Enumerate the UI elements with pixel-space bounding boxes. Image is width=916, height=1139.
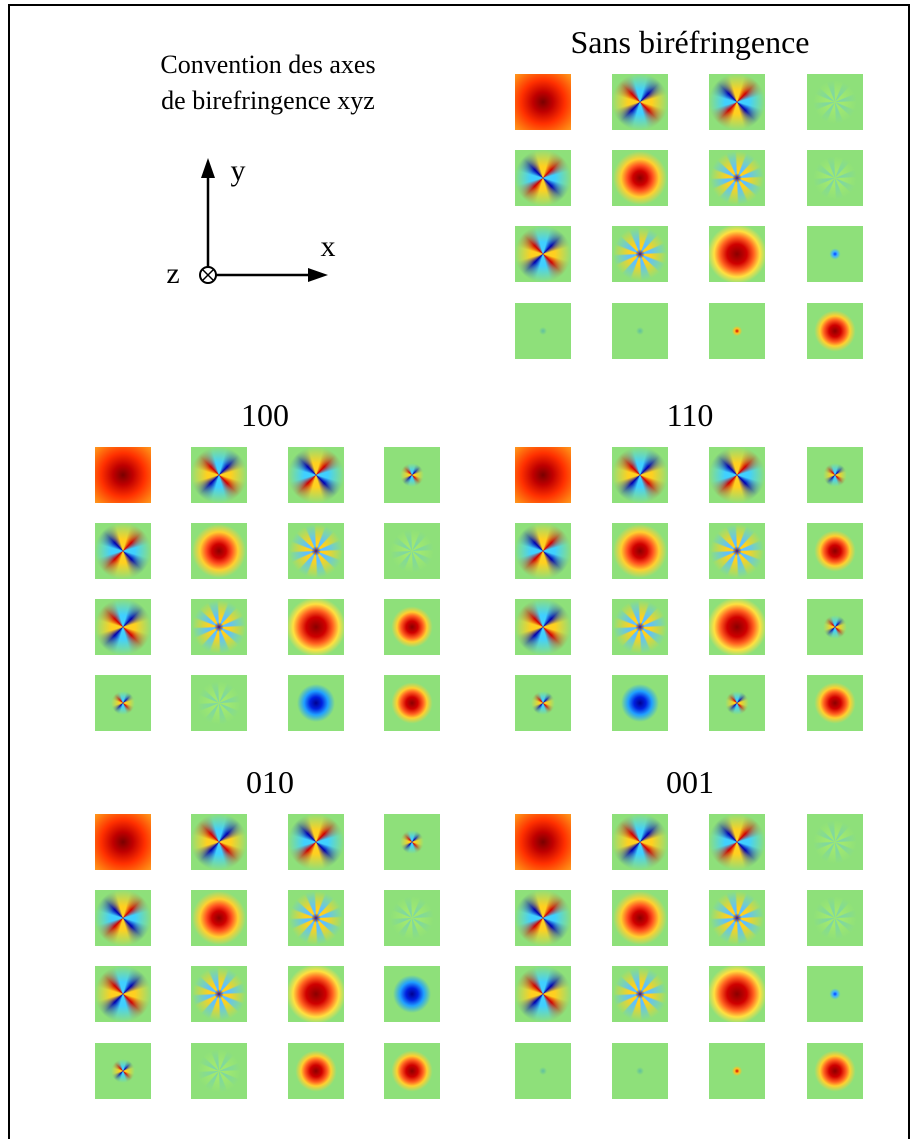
pattern-tile: [612, 74, 668, 130]
pattern-tile: [807, 814, 863, 870]
pattern-tile: [95, 890, 151, 946]
pattern-tile: [709, 966, 765, 1022]
axis-label: x: [321, 230, 336, 263]
arrow-head: [308, 268, 328, 282]
pattern-tile: [384, 675, 440, 731]
pattern-tile: [384, 1043, 440, 1099]
pattern-tile: [515, 599, 571, 655]
pattern-tile: [807, 74, 863, 130]
pattern-tile: [709, 150, 765, 206]
pattern-tile: [709, 74, 765, 130]
pattern-tile: [709, 890, 765, 946]
pattern-tile: [288, 523, 344, 579]
pattern-tile: [807, 303, 863, 359]
pattern-tile: [709, 303, 765, 359]
pattern-tile: [384, 966, 440, 1022]
pattern-tile: [515, 890, 571, 946]
axis-diagram: y x z: [166, 154, 336, 290]
pattern-tile: [709, 1043, 765, 1099]
pattern-tile: [191, 675, 247, 731]
pattern-tile: [612, 303, 668, 359]
panel-title: 100: [241, 397, 289, 433]
pattern-tile: [709, 675, 765, 731]
pattern-tile: [515, 966, 571, 1022]
pattern-tile: [612, 599, 668, 655]
pattern-tile: [612, 447, 668, 503]
pattern-tile: [288, 675, 344, 731]
pattern-tile: [807, 599, 863, 655]
pattern-tile: [807, 150, 863, 206]
legend-line: de birefringence xyz: [161, 86, 375, 115]
pattern-tile: [709, 226, 765, 282]
pattern-tile: [191, 599, 247, 655]
pattern-tile: [515, 447, 571, 503]
frame: [8, 4, 910, 1139]
pattern-tile: [807, 966, 863, 1022]
panel-title: 001: [666, 764, 714, 800]
pattern-tile: [191, 814, 247, 870]
pattern-tile: [515, 814, 571, 870]
pattern-tile: [709, 447, 765, 503]
pattern-tile: [95, 814, 151, 870]
pattern-tile: [288, 599, 344, 655]
axis-label: y: [231, 154, 246, 187]
panel-title: 010: [246, 764, 294, 800]
pattern-tile: [384, 599, 440, 655]
pattern-tile: [612, 150, 668, 206]
pattern-tile: [612, 966, 668, 1022]
pattern-tile: [95, 599, 151, 655]
pattern-tile: [288, 447, 344, 503]
pattern-tile: [612, 675, 668, 731]
pattern-tile: [807, 523, 863, 579]
axis-label: z: [166, 257, 179, 290]
pattern-tile: [288, 1043, 344, 1099]
pattern-tile: [191, 890, 247, 946]
pattern-tile: [515, 226, 571, 282]
pattern-tile: [95, 447, 151, 503]
pattern-tile: [709, 599, 765, 655]
pattern-tile: [515, 150, 571, 206]
pattern-tile: [95, 966, 151, 1022]
pattern-tile: [612, 523, 668, 579]
pattern-tile: [515, 675, 571, 731]
pattern-tile: [95, 1043, 151, 1099]
pattern-tile: [612, 890, 668, 946]
panel-title: 110: [666, 397, 714, 433]
pattern-tile: [95, 675, 151, 731]
pattern-tile: [807, 447, 863, 503]
pattern-tile: [288, 966, 344, 1022]
pattern-tile: [384, 890, 440, 946]
pattern-tile: [288, 814, 344, 870]
arrow-head: [201, 158, 215, 178]
pattern-tile: [807, 226, 863, 282]
pattern-tile: [95, 523, 151, 579]
pattern-tile: [612, 814, 668, 870]
z-cross: [201, 268, 215, 282]
pattern-tile: [709, 523, 765, 579]
pattern-tile: [515, 303, 571, 359]
pattern-tile: [191, 523, 247, 579]
pattern-tile: [612, 226, 668, 282]
pattern-tile: [709, 814, 765, 870]
pattern-tile: [191, 966, 247, 1022]
pattern-tile: [612, 1043, 668, 1099]
pattern-tile: [191, 1043, 247, 1099]
pattern-tile: [288, 890, 344, 946]
pattern-tile: [515, 523, 571, 579]
pattern-tile: [384, 523, 440, 579]
pattern-tile: [807, 675, 863, 731]
pattern-tile: [191, 447, 247, 503]
legend-line: Convention des axes: [160, 50, 376, 79]
pattern-tile: [807, 1043, 863, 1099]
pattern-tile: [384, 814, 440, 870]
pattern-tile: [384, 447, 440, 503]
panel-title: Sans biréfringence: [570, 24, 810, 60]
pattern-tile: [515, 74, 571, 130]
pattern-tile: [807, 890, 863, 946]
pattern-tile: [515, 1043, 571, 1099]
